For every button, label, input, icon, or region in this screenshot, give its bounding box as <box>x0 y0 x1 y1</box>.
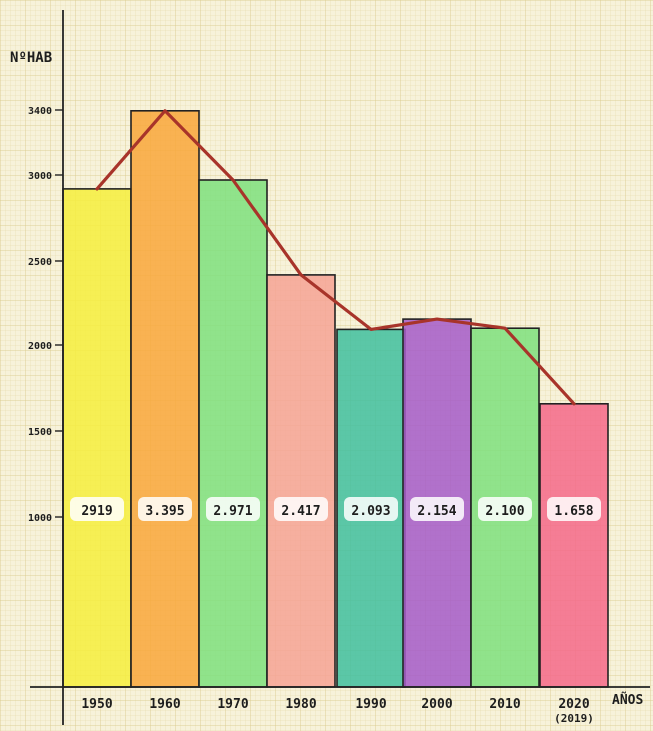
value-label-bg-2010 <box>478 497 532 521</box>
value-label-bg-1990 <box>344 497 398 521</box>
x-tick-note-2020: (2019) <box>554 712 594 725</box>
x-tick-label-2000: 2000 <box>421 697 452 712</box>
x-tick-label-1960: 1960 <box>149 697 180 712</box>
y-tick-label-1000: 1000 <box>28 513 52 524</box>
axes-layer <box>30 10 650 725</box>
x-axis-title: AÑOS <box>612 692 643 708</box>
y-tick-label-3400: 3400 <box>28 106 52 117</box>
trend-line-layer <box>95 109 576 406</box>
bar-2020 <box>539 402 609 688</box>
x-tick-label-1950: 1950 <box>81 697 112 712</box>
value-label-1980: 2.417 <box>281 504 320 519</box>
bar-1960 <box>130 110 200 688</box>
y-axis-title: NºHAB <box>10 50 52 66</box>
value-label-1970: 2.971 <box>213 504 252 519</box>
value-label-1990: 2.093 <box>351 504 390 519</box>
x-tick-label-2020: 2020 <box>558 697 589 712</box>
value-label-2020: 1.658 <box>554 504 593 519</box>
value-label-bg-1980 <box>274 497 328 521</box>
bar-1950 <box>62 188 132 688</box>
y-tick-label-2000: 2000 <box>28 341 52 352</box>
value-label-2000: 2.154 <box>417 504 456 519</box>
value-label-bg-2020 <box>547 497 601 521</box>
y-tick-label-2500: 2500 <box>28 257 52 268</box>
y-tick-label-1500: 1500 <box>28 427 52 438</box>
value-label-bg-1950 <box>70 497 124 521</box>
y-tick-label-3000: 3000 <box>28 171 52 182</box>
x-tick-label-1980: 1980 <box>285 697 316 712</box>
value-label-bg-2000 <box>410 497 464 521</box>
labels-layer: 2919 1950 3.395 1960 2.971 1970 2.417 1980 2.093… <box>10 50 643 725</box>
value-label-bg-1960 <box>138 497 192 521</box>
value-label-bg-1970 <box>206 497 260 521</box>
value-label-1950: 2919 <box>81 504 112 519</box>
x-tick-label-1990: 1990 <box>355 697 386 712</box>
bar-1970 <box>198 179 268 688</box>
x-tick-label-2010: 2010 <box>489 697 520 712</box>
value-label-1960: 3.395 <box>145 504 184 519</box>
trend-line <box>95 109 576 406</box>
x-tick-label-1970: 1970 <box>217 697 248 712</box>
bars-layer <box>62 110 609 688</box>
value-label-2010: 2.100 <box>485 504 524 519</box>
bar-1980 <box>266 274 336 688</box>
